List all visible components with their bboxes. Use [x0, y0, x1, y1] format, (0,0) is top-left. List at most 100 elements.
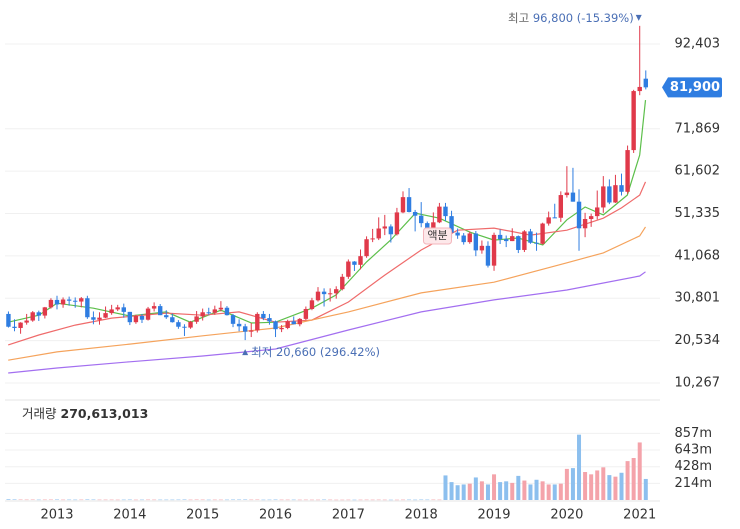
candle-body [182, 326, 187, 328]
candle-body [431, 222, 436, 231]
volume-bar [303, 499, 308, 501]
moving-average-line [8, 226, 647, 361]
volume-bar [522, 480, 527, 500]
volume-bar [595, 470, 600, 500]
candle-body [570, 192, 576, 202]
volume-bar [564, 468, 569, 500]
candle-body [491, 234, 497, 266]
candle-body [267, 318, 272, 322]
volume-bar [297, 499, 302, 501]
volume-bar [485, 484, 490, 500]
candle-body [631, 91, 636, 151]
volume-bar [534, 479, 539, 500]
volume-bar [510, 482, 515, 500]
volume-bar [24, 499, 29, 501]
volume-bar [267, 499, 272, 501]
volume-bar [30, 499, 35, 501]
candle-body [534, 242, 539, 244]
volume-bar [79, 499, 84, 501]
volume-bar [637, 442, 642, 500]
volume-bar [437, 499, 442, 501]
candle-body [121, 307, 126, 312]
volume-bar [85, 499, 90, 500]
candle-body [370, 238, 375, 240]
candle-body [503, 239, 509, 242]
candle-body [516, 236, 521, 250]
low-marker [242, 349, 249, 356]
candle-body [485, 245, 491, 266]
candle-body [297, 318, 302, 325]
moving-average-line [8, 181, 647, 346]
candle-body [224, 307, 230, 316]
volume-label: 거래량 [22, 406, 57, 421]
volume-bar [577, 434, 582, 500]
candle-body [400, 197, 406, 213]
x-tick-label: 2013 [40, 508, 73, 523]
candle-body [340, 276, 345, 290]
candle-body [528, 231, 533, 243]
volume-bar [249, 499, 254, 501]
volume-bar [6, 499, 11, 500]
volume-tick-label: 857m [675, 426, 712, 441]
x-tick-label: 2016 [259, 508, 292, 523]
volume-bar [316, 499, 321, 501]
current-price-label: 81,900 [670, 80, 720, 95]
volume-bar [498, 482, 503, 500]
candle-body [133, 315, 139, 323]
candle-body [522, 231, 527, 250]
volume-bar [334, 499, 339, 501]
volume-tick-label: 643m [675, 442, 712, 457]
volume-bar [212, 499, 217, 501]
candle-body [273, 321, 278, 330]
candle-body [6, 313, 11, 327]
volume-bar [231, 499, 236, 501]
candle-body [497, 234, 503, 240]
volume-bar [91, 499, 96, 501]
volume-bar [158, 499, 163, 501]
y-tick-label: 30,801 [675, 291, 721, 306]
candle-body [230, 315, 236, 324]
volume-bar [176, 499, 181, 501]
volume-bar [133, 499, 138, 501]
volume-bar [194, 499, 199, 501]
current-price-badge [662, 77, 722, 98]
candle-body [467, 233, 472, 243]
candle-body [218, 307, 224, 310]
volume-bar [309, 499, 314, 501]
candle-body [303, 308, 309, 319]
candle-body [576, 201, 582, 229]
volume-bar [558, 483, 563, 500]
volume-bar [322, 499, 327, 501]
volume-bar [97, 499, 102, 501]
candle-body [255, 313, 260, 331]
candle-body [607, 186, 612, 203]
y-tick-label: 41,068 [675, 248, 721, 263]
candle-body [176, 322, 181, 327]
candle-body [455, 232, 460, 236]
high-text: 96,800 (-15.39%) [533, 10, 634, 24]
y-tick-label: 20,534 [675, 333, 721, 348]
candle-body [613, 185, 618, 203]
low-annotation: 최저 20,660 (296.42%) [251, 345, 380, 359]
candle-body [564, 192, 570, 196]
x-tick-label: 2021 [623, 508, 656, 523]
candle-body [127, 311, 133, 323]
volume-bar [528, 484, 533, 500]
volume-bar [364, 499, 369, 501]
high-label: 최고 [508, 10, 529, 24]
candle-body [249, 330, 254, 332]
candle-body [540, 223, 545, 244]
candle-body [85, 298, 90, 318]
volume-title: 거래량 270,613,013 [22, 406, 148, 421]
candle-body [79, 298, 84, 302]
candle-body [595, 207, 600, 217]
volume-bar [516, 475, 521, 500]
volume-bar [55, 499, 59, 500]
x-tick-label: 2018 [405, 508, 438, 523]
candle-body [394, 212, 400, 235]
candle-body [510, 236, 515, 242]
volume-bar [18, 499, 23, 501]
candle-body [625, 150, 630, 192]
volume-tick-label: 428m [675, 459, 712, 474]
